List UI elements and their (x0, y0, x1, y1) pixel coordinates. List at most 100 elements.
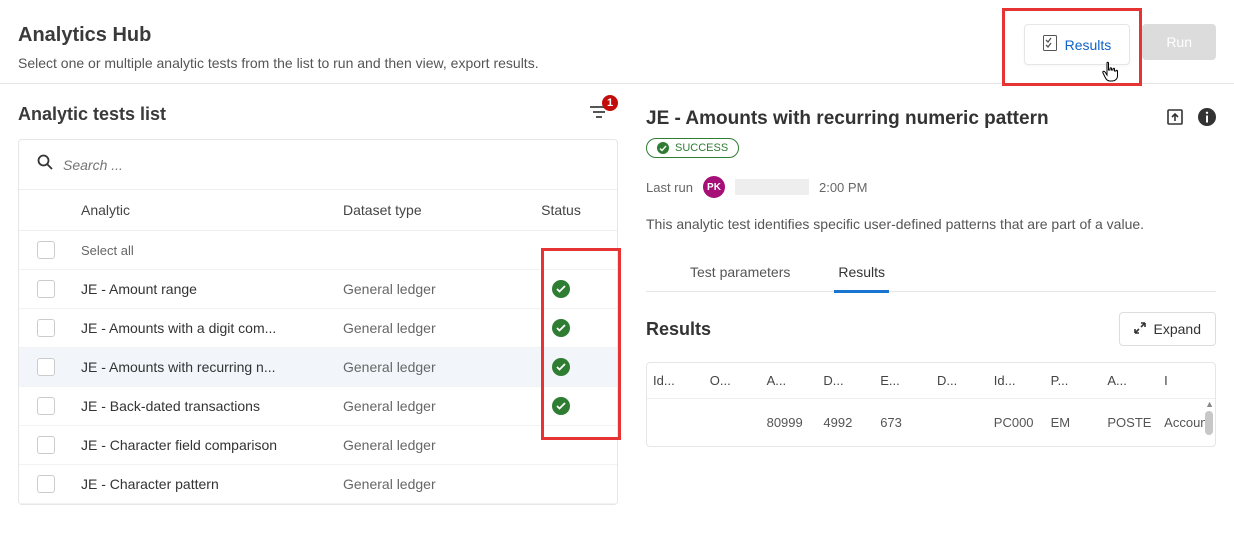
status-success-icon (552, 319, 570, 337)
results-col-header[interactable]: A... (1101, 363, 1158, 398)
results-cell (704, 399, 761, 446)
row-checkbox-wrap (37, 436, 81, 454)
results-cell: 673 (874, 399, 931, 446)
table-row[interactable]: JE - Back-dated transactionsGeneral ledg… (19, 387, 617, 426)
results-button[interactable]: Results (1024, 24, 1131, 65)
status-success-icon (552, 358, 570, 376)
tests-table-body[interactable]: JE - Amount rangeGeneral ledgerJE - Amou… (19, 270, 617, 504)
row-analytic-name: JE - Character pattern (81, 476, 343, 492)
info-icon[interactable] (1198, 108, 1216, 131)
results-col-header[interactable]: E... (874, 363, 931, 398)
table-row[interactable]: JE - Amounts with recurring n...General … (19, 348, 617, 387)
row-dataset-type: General ledger (343, 437, 523, 453)
select-all-checkbox[interactable] (37, 241, 55, 259)
col-analytic-header[interactable]: Analytic (81, 202, 343, 218)
row-checkbox-wrap (37, 358, 81, 376)
status-pill-label: SUCCESS (675, 142, 728, 154)
results-table-head: Id...O...A...D...E...D...Id...P...A...I (647, 363, 1215, 399)
results-table: Id...O...A...D...E...D...Id...P...A...I … (646, 362, 1216, 447)
detail-title: JE - Amounts with recurring numeric patt… (646, 108, 1049, 130)
last-run-label: Last run (646, 180, 693, 195)
detail-description: This analytic test identifies specific u… (646, 216, 1216, 232)
run-button-label: Run (1166, 34, 1192, 50)
expand-button-label: Expand (1154, 321, 1201, 337)
col-checkbox-header (37, 202, 81, 218)
scroll-up-arrow-icon[interactable]: ▲ (1205, 399, 1214, 409)
row-status (523, 397, 599, 415)
user-avatar[interactable]: PK (703, 176, 725, 198)
tests-table: Analytic Dataset type Status Select all … (18, 139, 618, 505)
search-input[interactable] (63, 157, 599, 173)
row-dataset-type: General ledger (343, 476, 523, 492)
filter-count-badge: 1 (602, 95, 618, 111)
table-row[interactable]: JE - Amount rangeGeneral ledger (19, 270, 617, 309)
results-col-header[interactable]: Id... (988, 363, 1045, 398)
new-tab-icon[interactable] (1166, 108, 1184, 131)
row-analytic-name: JE - Amount range (81, 281, 343, 297)
tab-results[interactable]: Results (834, 256, 889, 293)
row-dataset-type: General ledger (343, 320, 523, 336)
row-status (523, 358, 599, 376)
results-col-header[interactable]: D... (817, 363, 874, 398)
results-col-header[interactable]: A... (761, 363, 818, 398)
detail-heading-wrap: JE - Amounts with recurring numeric patt… (646, 108, 1049, 158)
tab-test-parameters[interactable]: Test parameters (686, 256, 794, 291)
table-row[interactable]: JE - Character patternGeneral ledger (19, 465, 617, 504)
row-checkbox[interactable] (37, 319, 55, 337)
row-checkbox[interactable] (37, 397, 55, 415)
results-table-row: 809994992673PC000EMPOSTEAccoun (647, 399, 1215, 446)
tests-list-title: Analytic tests list (18, 104, 166, 125)
detail-header-icons (1166, 108, 1216, 131)
detail-header: JE - Amounts with recurring numeric patt… (646, 108, 1216, 158)
results-col-header[interactable]: P... (1045, 363, 1102, 398)
results-col-header[interactable]: O... (704, 363, 761, 398)
detail-panel: JE - Amounts with recurring numeric patt… (646, 84, 1216, 505)
select-all-checkbox-wrap (37, 241, 81, 259)
last-run-row: Last run PK 2:00 PM (646, 176, 1216, 198)
search-icon (37, 154, 53, 175)
row-analytic-name: JE - Back-dated transactions (81, 398, 343, 414)
table-row[interactable]: JE - Character field comparisonGeneral l… (19, 426, 617, 465)
status-pill: SUCCESS (646, 138, 739, 158)
results-icon (1043, 35, 1057, 54)
row-checkbox-wrap (37, 280, 81, 298)
results-scrollbar-thumb[interactable] (1205, 411, 1213, 435)
results-cell (647, 399, 704, 446)
run-button[interactable]: Run (1142, 24, 1216, 60)
results-section-header: Results Expand (646, 312, 1216, 346)
row-checkbox[interactable] (37, 436, 55, 454)
results-cell: 4992 (817, 399, 874, 446)
row-status (523, 280, 599, 298)
filter-button[interactable]: 1 (590, 105, 608, 124)
table-row[interactable]: JE - Amounts with a digit com...General … (19, 309, 617, 348)
status-success-icon (552, 397, 570, 415)
results-cell: POSTE (1101, 399, 1158, 446)
results-heading: Results (646, 319, 711, 340)
expand-button[interactable]: Expand (1119, 312, 1216, 346)
row-analytic-name: JE - Character field comparison (81, 437, 343, 453)
row-checkbox-wrap (37, 319, 81, 337)
last-run-time: 2:00 PM (819, 180, 867, 195)
results-col-header[interactable]: I (1158, 363, 1215, 398)
row-checkbox[interactable] (37, 475, 55, 493)
col-status-header[interactable]: Status (523, 202, 599, 218)
results-col-header[interactable]: Id... (647, 363, 704, 398)
row-checkbox[interactable] (37, 280, 55, 298)
results-cell (931, 399, 988, 446)
success-check-icon (657, 142, 669, 154)
status-success-icon (552, 280, 570, 298)
results-col-header[interactable]: D... (931, 363, 988, 398)
main-content: Analytic tests list 1 Analytic Dataset t… (0, 84, 1234, 505)
cursor-pointer-icon (1101, 61, 1119, 86)
page-title: Analytics Hub (18, 24, 539, 47)
select-all-row: Select all (19, 231, 617, 270)
row-analytic-name: JE - Amounts with a digit com... (81, 320, 343, 336)
row-checkbox[interactable] (37, 358, 55, 376)
tests-table-head: Analytic Dataset type Status (19, 190, 617, 231)
results-cell: EM (1045, 399, 1102, 446)
row-dataset-type: General ledger (343, 281, 523, 297)
page-header: Analytics Hub Select one or multiple ana… (0, 0, 1234, 84)
col-dataset-header[interactable]: Dataset type (343, 202, 523, 218)
row-dataset-type: General ledger (343, 359, 523, 375)
row-checkbox-wrap (37, 397, 81, 415)
